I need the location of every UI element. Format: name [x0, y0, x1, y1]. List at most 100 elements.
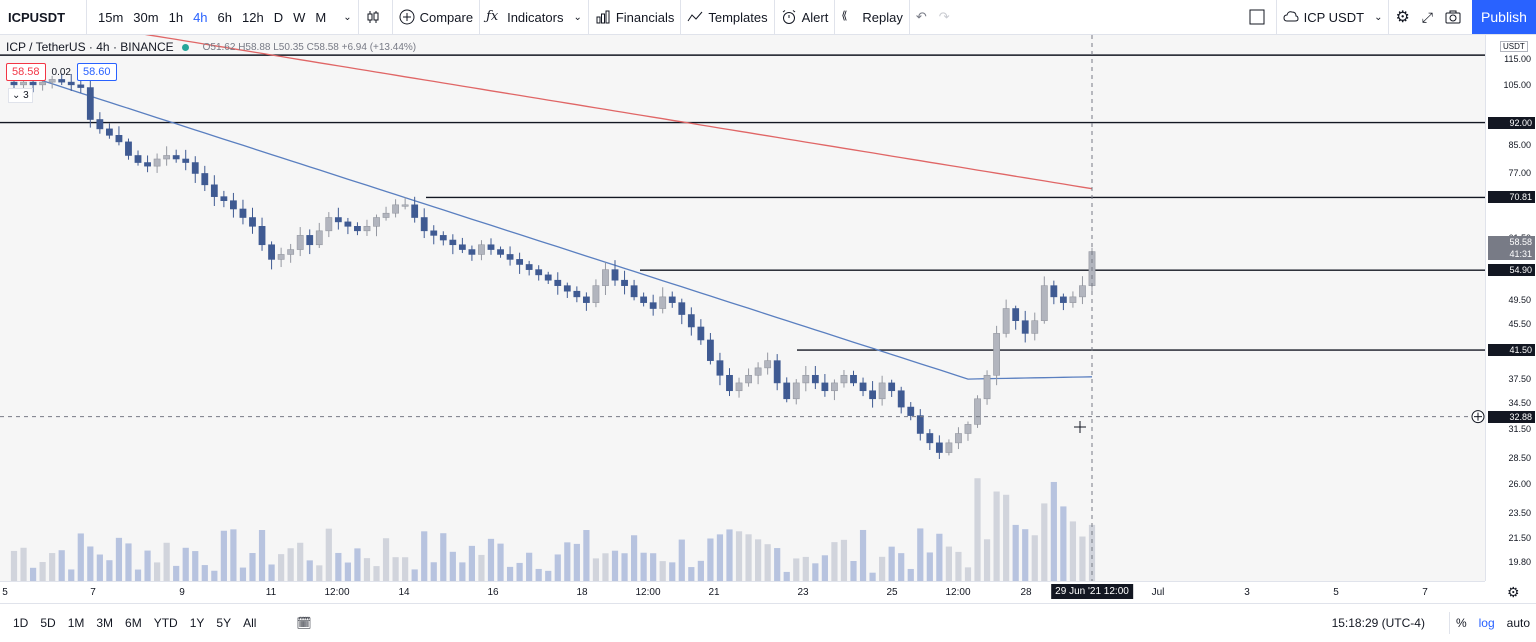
candle-body: [659, 296, 667, 309]
volume-bar: [669, 562, 676, 581]
candle-body: [602, 269, 609, 286]
volume-bar: [1060, 506, 1067, 581]
range-ytd[interactable]: YTD: [153, 616, 178, 630]
range-1m[interactable]: 1M: [67, 616, 85, 630]
candle-body: [487, 244, 495, 250]
financials-label: Financials: [615, 9, 675, 25]
timeframe-15m[interactable]: 15m: [98, 9, 124, 25]
volume-bar: [964, 567, 972, 581]
range-6m[interactable]: 6M: [125, 616, 142, 630]
time-tick: 5: [1333, 587, 1339, 598]
timeframe-4h[interactable]: 4h: [193, 9, 208, 25]
price-tick: 77.00: [1508, 168, 1531, 179]
rewind-icon: ⟪: [841, 10, 848, 22]
range-3m[interactable]: 3M: [96, 616, 114, 630]
undo-button[interactable]: ↶: [910, 0, 933, 34]
redo-button[interactable]: ↷: [933, 0, 956, 34]
volume-bar: [211, 570, 218, 581]
candle-body: [764, 360, 772, 369]
buy-price[interactable]: 58.60: [77, 63, 117, 81]
log-toggle[interactable]: log: [1478, 616, 1495, 630]
volume-bar: [459, 562, 466, 581]
range-5d[interactable]: 5D: [40, 616, 56, 630]
volume-bar: [526, 552, 533, 581]
level-label: 54.90: [1488, 264, 1535, 277]
publish-button[interactable]: Publish: [1472, 0, 1536, 34]
timeframe-dropdown[interactable]: ⌄: [337, 0, 357, 34]
candle-body: [172, 155, 180, 160]
volume-bar: [77, 533, 84, 581]
volume-bar: [745, 534, 752, 581]
volume-bar: [774, 548, 781, 581]
pair-selector[interactable]: ICP USDT ⌄: [1277, 0, 1389, 34]
candle-body: [201, 173, 209, 186]
price-chart[interactable]: [0, 35, 1485, 581]
alert-button[interactable]: Alert: [775, 0, 835, 34]
candle-body: [735, 382, 743, 392]
percent-toggle[interactable]: %: [1455, 616, 1467, 630]
templates-button[interactable]: Templates: [681, 0, 773, 34]
range-5y[interactable]: 5Y: [216, 616, 232, 630]
chevron-down-icon: ⌄: [1374, 11, 1383, 23]
layout-button[interactable]: [1243, 0, 1276, 34]
clock[interactable]: 15:18:29 (UTC-4): [1331, 616, 1425, 630]
volume-bar: [611, 550, 619, 581]
candle-body: [58, 79, 66, 83]
timeframe-M[interactable]: M: [315, 9, 327, 25]
chart-type-button[interactable]: [359, 0, 392, 34]
volume-bar: [344, 562, 351, 581]
timeframe-W[interactable]: W: [293, 9, 306, 25]
currency-unit[interactable]: USDT: [1500, 41, 1528, 52]
goto-date-button[interactable]: 🗓: [290, 616, 317, 630]
auto-toggle[interactable]: auto: [1506, 616, 1530, 630]
indicator-collapse-toggle[interactable]: ⌄ 3: [8, 88, 33, 103]
volume-bar: [411, 569, 418, 581]
compare-button[interactable]: Compare: [393, 0, 479, 34]
volume-bar: [917, 528, 924, 581]
timeframe-30m[interactable]: 30m: [133, 9, 159, 25]
candle-body: [993, 333, 1001, 376]
candle-body: [29, 81, 37, 86]
volume-bar: [926, 552, 933, 581]
volume-bar: [678, 539, 685, 581]
chart-pane[interactable]: [0, 35, 1485, 581]
candle-body: [1021, 320, 1029, 334]
range-1d[interactable]: 1D: [13, 616, 29, 630]
alarm-clock-icon: [782, 10, 795, 24]
candle-body: [325, 217, 333, 232]
timeframe-12h[interactable]: 12h: [242, 9, 264, 25]
time-tick: 7: [90, 587, 96, 598]
axis-settings-button[interactable]: ⚙: [1507, 584, 1520, 601]
candle-body: [401, 204, 409, 207]
sell-price[interactable]: 58.58: [6, 63, 46, 81]
symbol-search[interactable]: ICPUSDT: [8, 9, 66, 25]
volume-bar: [382, 538, 390, 581]
price-tick: 45.50: [1508, 318, 1531, 329]
price-axis[interactable]: USDT 115.00105.0085.0077.0061.5049.5045.…: [1485, 35, 1536, 581]
volume-bar: [1022, 529, 1029, 581]
financials-button[interactable]: Financials: [589, 0, 681, 34]
candle-body: [811, 374, 819, 384]
time-tick: 18: [576, 587, 588, 598]
snapshot-button[interactable]: [1439, 0, 1472, 34]
timeframe-6h[interactable]: 6h: [217, 9, 232, 25]
timeframe-D[interactable]: D: [273, 9, 284, 25]
fullscreen-button[interactable]: ⤢: [1416, 0, 1439, 34]
candle-body: [935, 442, 943, 453]
volume-bar: [306, 560, 313, 581]
legend-title[interactable]: ICP / TetherUS · 4h · BINANCE: [6, 40, 174, 54]
volume-bar: [10, 550, 18, 581]
settings-button[interactable]: ⚙: [1389, 0, 1415, 34]
timeframe-1h[interactable]: 1h: [168, 9, 184, 25]
time-axis[interactable]: 5 7 9 11 12:00 14 16 18 12:00 21 23 25 12:00 28 Jul 3 5 7…: [0, 581, 1485, 604]
indicators-button[interactable]: ƒx Indicators ⌄: [480, 0, 588, 34]
volume-bar: [430, 562, 437, 581]
volume-bar: [1041, 503, 1048, 581]
range-all[interactable]: All: [243, 616, 257, 630]
candle-body: [239, 208, 247, 218]
volume-bar: [955, 551, 962, 581]
range-1y[interactable]: 1Y: [189, 616, 205, 630]
candle-body: [535, 269, 543, 276]
candle-body: [1040, 285, 1048, 321]
replay-button[interactable]: ⟪ Replay: [835, 0, 908, 34]
